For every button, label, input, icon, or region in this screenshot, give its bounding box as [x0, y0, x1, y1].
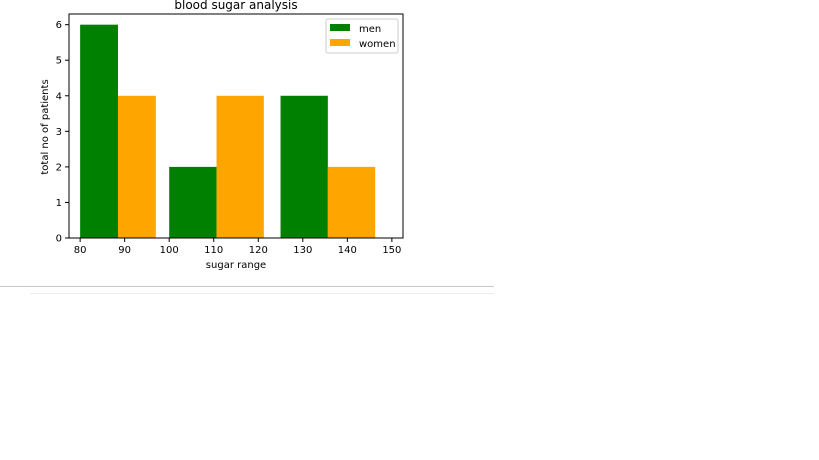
legend-swatch-women [330, 39, 350, 46]
y-tick-label: 0 [56, 234, 62, 245]
legend-label-men: men [359, 24, 381, 35]
chart-title: blood sugar analysis [174, 0, 297, 12]
bar-women-80-100 [117, 95, 156, 239]
bars [80, 24, 376, 239]
x-tick-label: 100 [160, 245, 179, 256]
y-tick-label: 1 [56, 198, 62, 209]
x-tick-label: 130 [293, 245, 312, 256]
chart: blood sugar analysis 80 90 100 110 120 130 140… [40, 0, 404, 271]
y-tick-label: 4 [56, 91, 62, 102]
x-tick-label: 80 [74, 245, 87, 256]
legend-swatch-men [330, 24, 350, 31]
x-tick-label: 140 [338, 245, 357, 256]
y-ticks: 0 1 2 3 4 5 6 [56, 20, 69, 245]
x-tick-label: 150 [382, 245, 401, 256]
legend-label-women: women [359, 39, 396, 50]
x-tick-label: 110 [204, 245, 223, 256]
bar-men-100-125 [169, 166, 217, 238]
output-divider-secondary [30, 293, 494, 294]
x-tick-label: 120 [249, 245, 268, 256]
bar-women-125-150 [327, 166, 376, 238]
bar-men-80-100 [80, 24, 118, 238]
y-tick-label: 5 [56, 56, 62, 67]
output-divider [0, 286, 494, 287]
y-tick-label: 6 [56, 20, 62, 31]
legend: men women [325, 18, 399, 54]
x-ticks: 80 90 100 110 120 130 140 150 [74, 238, 401, 256]
bar-men-125-150 [280, 95, 328, 239]
y-tick-label: 3 [56, 127, 62, 138]
x-tick-label: 90 [118, 245, 131, 256]
x-axis-label: sugar range [206, 260, 266, 271]
y-tick-label: 2 [56, 162, 62, 173]
y-axis-label: total no of patients [40, 79, 51, 174]
plot-frame [68, 13, 404, 239]
bar-women-100-125 [216, 95, 264, 239]
